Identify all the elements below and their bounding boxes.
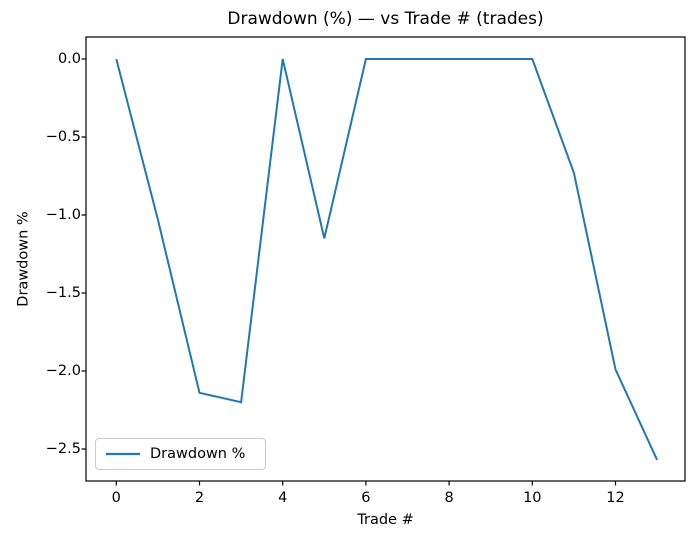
axes-frame [85,36,686,482]
legend-label: Drawdown % [150,446,246,462]
y-tick-label: −2.5 [45,441,81,457]
x-tick-label: 8 [444,490,454,506]
y-tick-label: −1.0 [45,207,81,223]
x-tick-label: 4 [278,490,288,506]
x-axis-label: Trade # [357,512,414,528]
x-tick-label: 0 [111,490,121,506]
drawdown-line [115,58,659,461]
legend-line-sample [106,452,140,456]
x-tick-label: 10 [523,490,542,506]
x-tick-label: 2 [194,490,205,506]
legend: Drawdown % [95,438,266,470]
x-tick-label: 6 [361,490,371,506]
y-tick-label: −0.5 [45,129,81,145]
chart-title: Drawdown (%) — vs Trade # (trades) [227,9,544,29]
y-axis-label: Drawdown % [15,211,32,307]
y-tick-label: 0.0 [57,51,81,67]
y-tick-label: −2.0 [45,363,81,379]
x-tick-label: 12 [606,490,625,506]
y-tick-label: −1.5 [45,285,81,301]
